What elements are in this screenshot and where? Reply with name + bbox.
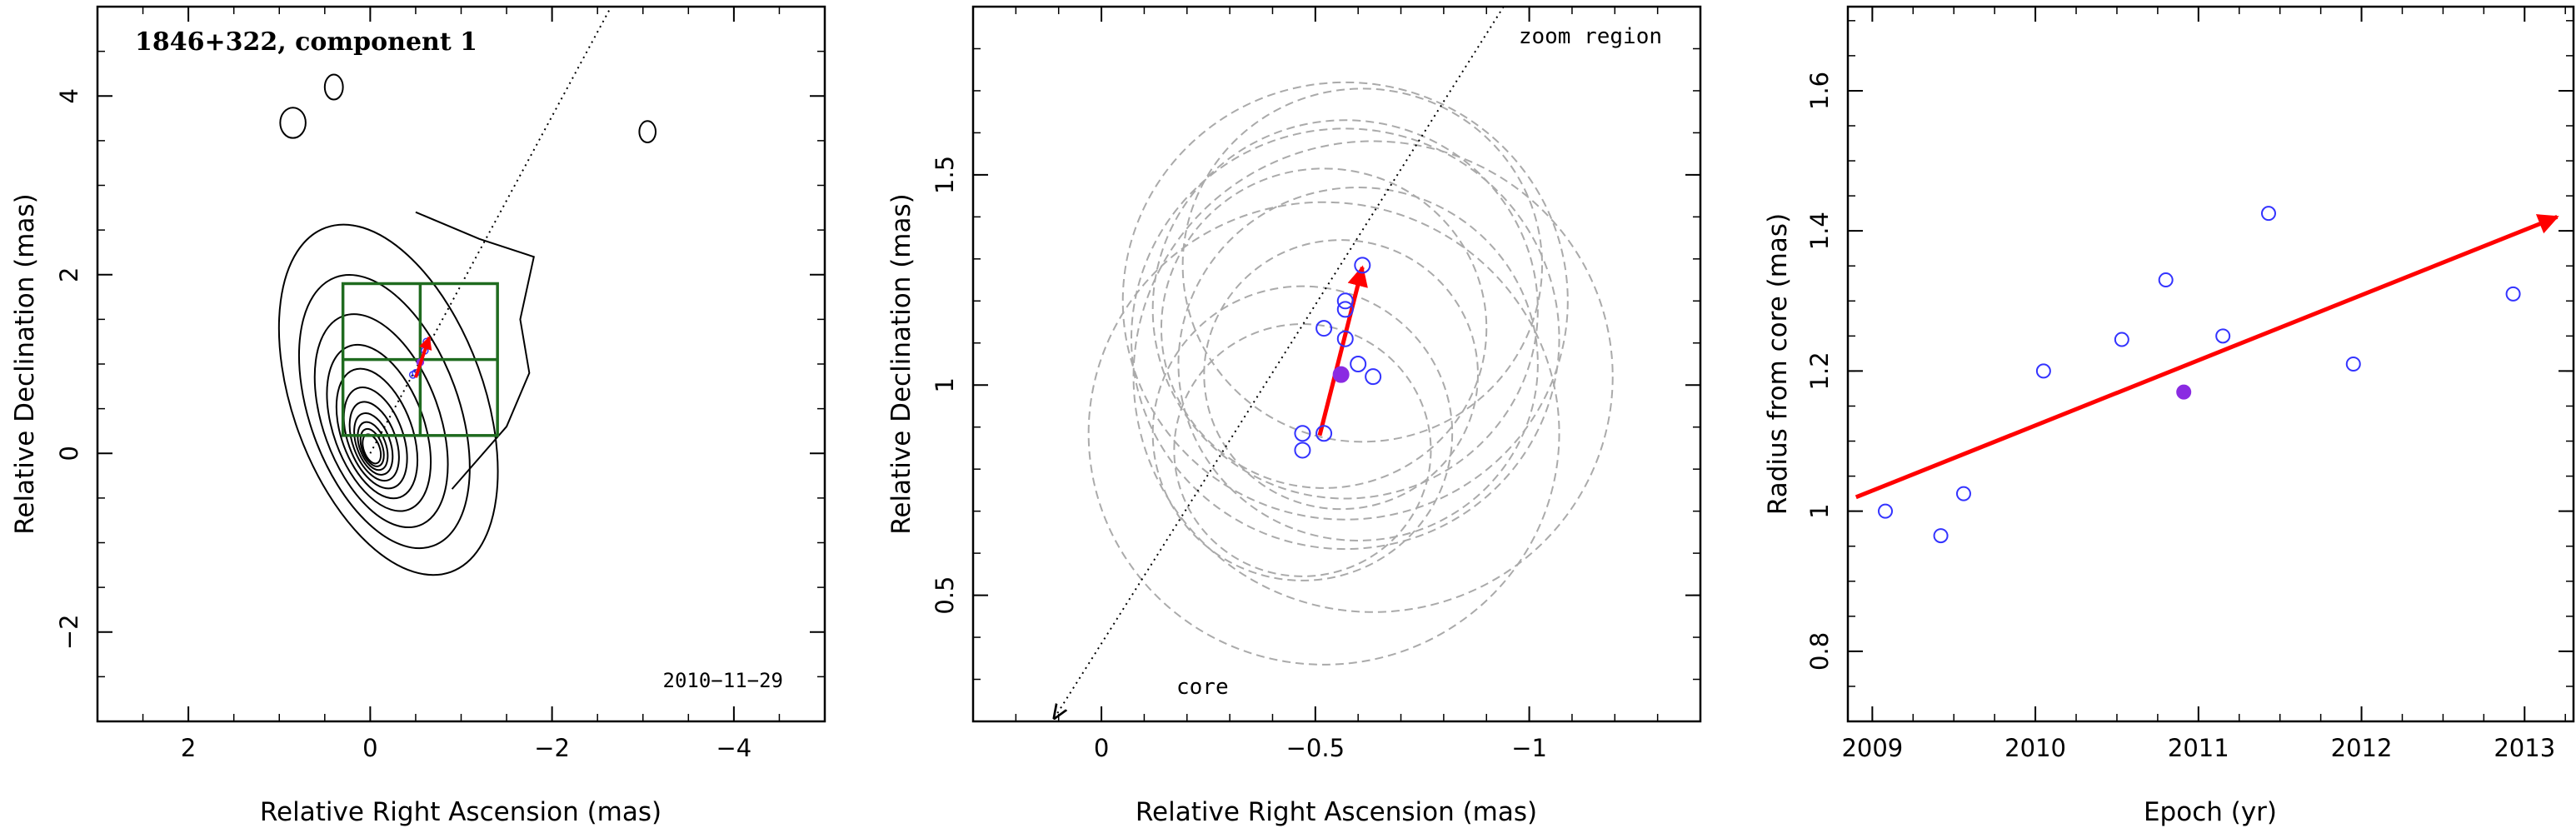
y-tick-label: 1.2 xyxy=(1805,352,1834,390)
radius-point xyxy=(2114,332,2129,347)
contour-level xyxy=(277,223,499,576)
position-point xyxy=(1294,441,1311,459)
radius-point-filled xyxy=(2176,384,2192,400)
axis-ticks: 0 −0.5 −1 0.5 1 1.5 xyxy=(931,6,1700,762)
contour-level xyxy=(342,386,408,490)
contour-level xyxy=(348,401,400,482)
x-tick-label: 2012 xyxy=(2331,734,2393,762)
position-point xyxy=(1294,425,1311,442)
contour-level xyxy=(313,313,449,529)
error-circle xyxy=(1160,167,1488,489)
position-point xyxy=(1315,320,1333,337)
radius-point xyxy=(2035,363,2051,379)
y-tick-label: 2 xyxy=(55,267,83,282)
y-tick-label: 1 xyxy=(1805,503,1834,518)
radius-point xyxy=(1955,486,1971,501)
x-tick-label: 0 xyxy=(1094,734,1109,762)
contour-level xyxy=(297,274,471,550)
position-point xyxy=(1336,301,1354,318)
y-axis-label: Relative Declination (mas) xyxy=(886,193,916,535)
error-circle xyxy=(1087,201,1560,666)
radius-point xyxy=(2215,328,2231,344)
y-tick-label: 4 xyxy=(55,88,83,103)
plot-area xyxy=(1855,206,2559,544)
radius-vs-epoch-panel: 2009 2010 2011 2012 2013 0.8 1 1.2 1.4 1.6 Epoch … xyxy=(1763,5,2575,827)
y-tick-label: 1.5 xyxy=(931,156,959,194)
radius-point xyxy=(2345,357,2361,372)
axis-ticks: 2 0 −2 −4 −2 0 2 4 xyxy=(55,6,826,762)
radius-point xyxy=(2505,286,2521,302)
error-circle xyxy=(1132,140,1614,613)
axis-ticks: 2009 2010 2011 2012 2013 0.8 1 1.2 1.4 1.6 xyxy=(1805,7,2574,762)
y-axis-label: Radius from core (mas) xyxy=(1763,213,1793,515)
jet-direction-line xyxy=(369,7,612,454)
x-tick-label: −0.5 xyxy=(1286,734,1345,762)
position-point xyxy=(1354,257,1371,274)
y-tick-label: 1 xyxy=(931,377,959,392)
y-tick-label: 0.8 xyxy=(1805,632,1834,671)
error-circle xyxy=(1121,81,1569,521)
motion-arrow xyxy=(414,336,432,378)
error-circle xyxy=(1177,187,1539,541)
x-tick-label: 0 xyxy=(362,734,377,762)
contour-level xyxy=(359,427,385,467)
error-circle xyxy=(1151,285,1454,581)
core-label: core xyxy=(1176,675,1229,700)
x-axis-label: Epoch (yr) xyxy=(2144,797,2277,827)
contour-level xyxy=(353,412,394,476)
y-tick-label: 0 xyxy=(55,446,83,461)
radius-point xyxy=(2158,272,2174,288)
x-tick-label: 2013 xyxy=(2494,734,2555,762)
contour-island xyxy=(323,73,344,101)
x-tick-label: −1 xyxy=(1511,734,1547,762)
x-tick-label: −4 xyxy=(716,734,752,762)
plot-area xyxy=(1055,7,1614,718)
y-tick-label: 1.6 xyxy=(1805,72,1834,110)
x-tick-label: −2 xyxy=(534,734,570,762)
error-circle xyxy=(1203,239,1479,511)
fit-arrow xyxy=(1855,214,2559,500)
motion-arrow xyxy=(1317,265,1368,436)
plot-frame xyxy=(96,5,826,723)
error-circle xyxy=(1151,119,1539,500)
radius-point xyxy=(1933,528,1949,544)
x-axis-label: Relative Right Ascension (mas) xyxy=(1136,797,1537,827)
contour-level xyxy=(335,367,419,500)
core-direction-line xyxy=(1055,7,1505,718)
zoom-region-label: zoom region xyxy=(1519,24,1662,49)
position-point xyxy=(1350,356,1367,372)
plot-area xyxy=(277,7,657,576)
contour-map-panel: 2 0 −2 −4 −2 0 2 4 1846+322, component 1 2010−1… xyxy=(10,5,826,827)
contour-extension xyxy=(415,211,535,490)
x-tick-label: 2009 xyxy=(1841,734,1903,762)
y-tick-label: 1.4 xyxy=(1805,212,1834,250)
y-axis-label: Relative Declination (mas) xyxy=(10,193,40,535)
radius-point xyxy=(1878,503,1894,519)
y-tick-label: 0.5 xyxy=(931,576,959,615)
position-point xyxy=(1315,425,1333,442)
x-tick-label: 2010 xyxy=(2004,734,2066,762)
contour-level xyxy=(357,421,389,471)
position-point xyxy=(1336,330,1354,347)
contour-island xyxy=(279,107,307,139)
x-axis-label: Relative Right Ascension (mas) xyxy=(260,797,661,827)
map-title: 1846+322, component 1 xyxy=(135,27,477,57)
position-point xyxy=(1336,292,1354,310)
position-point xyxy=(1365,368,1382,386)
x-tick-label: 2011 xyxy=(2168,734,2229,762)
error-circle xyxy=(1173,323,1432,577)
x-tick-label: 2 xyxy=(181,734,196,762)
radius-point xyxy=(2260,206,2276,222)
plot-frame xyxy=(971,5,1702,723)
zoom-region-panel: 0 −0.5 −1 0.5 1 1.5 zoom region core Relative… xyxy=(886,5,1702,827)
error-circle xyxy=(1181,87,1543,443)
y-tick-label: −2 xyxy=(55,614,83,650)
position-point-filled xyxy=(1332,366,1350,383)
plot-frame xyxy=(1846,5,2575,723)
contour-island xyxy=(638,120,657,144)
observation-date: 2010−11−29 xyxy=(663,669,784,692)
